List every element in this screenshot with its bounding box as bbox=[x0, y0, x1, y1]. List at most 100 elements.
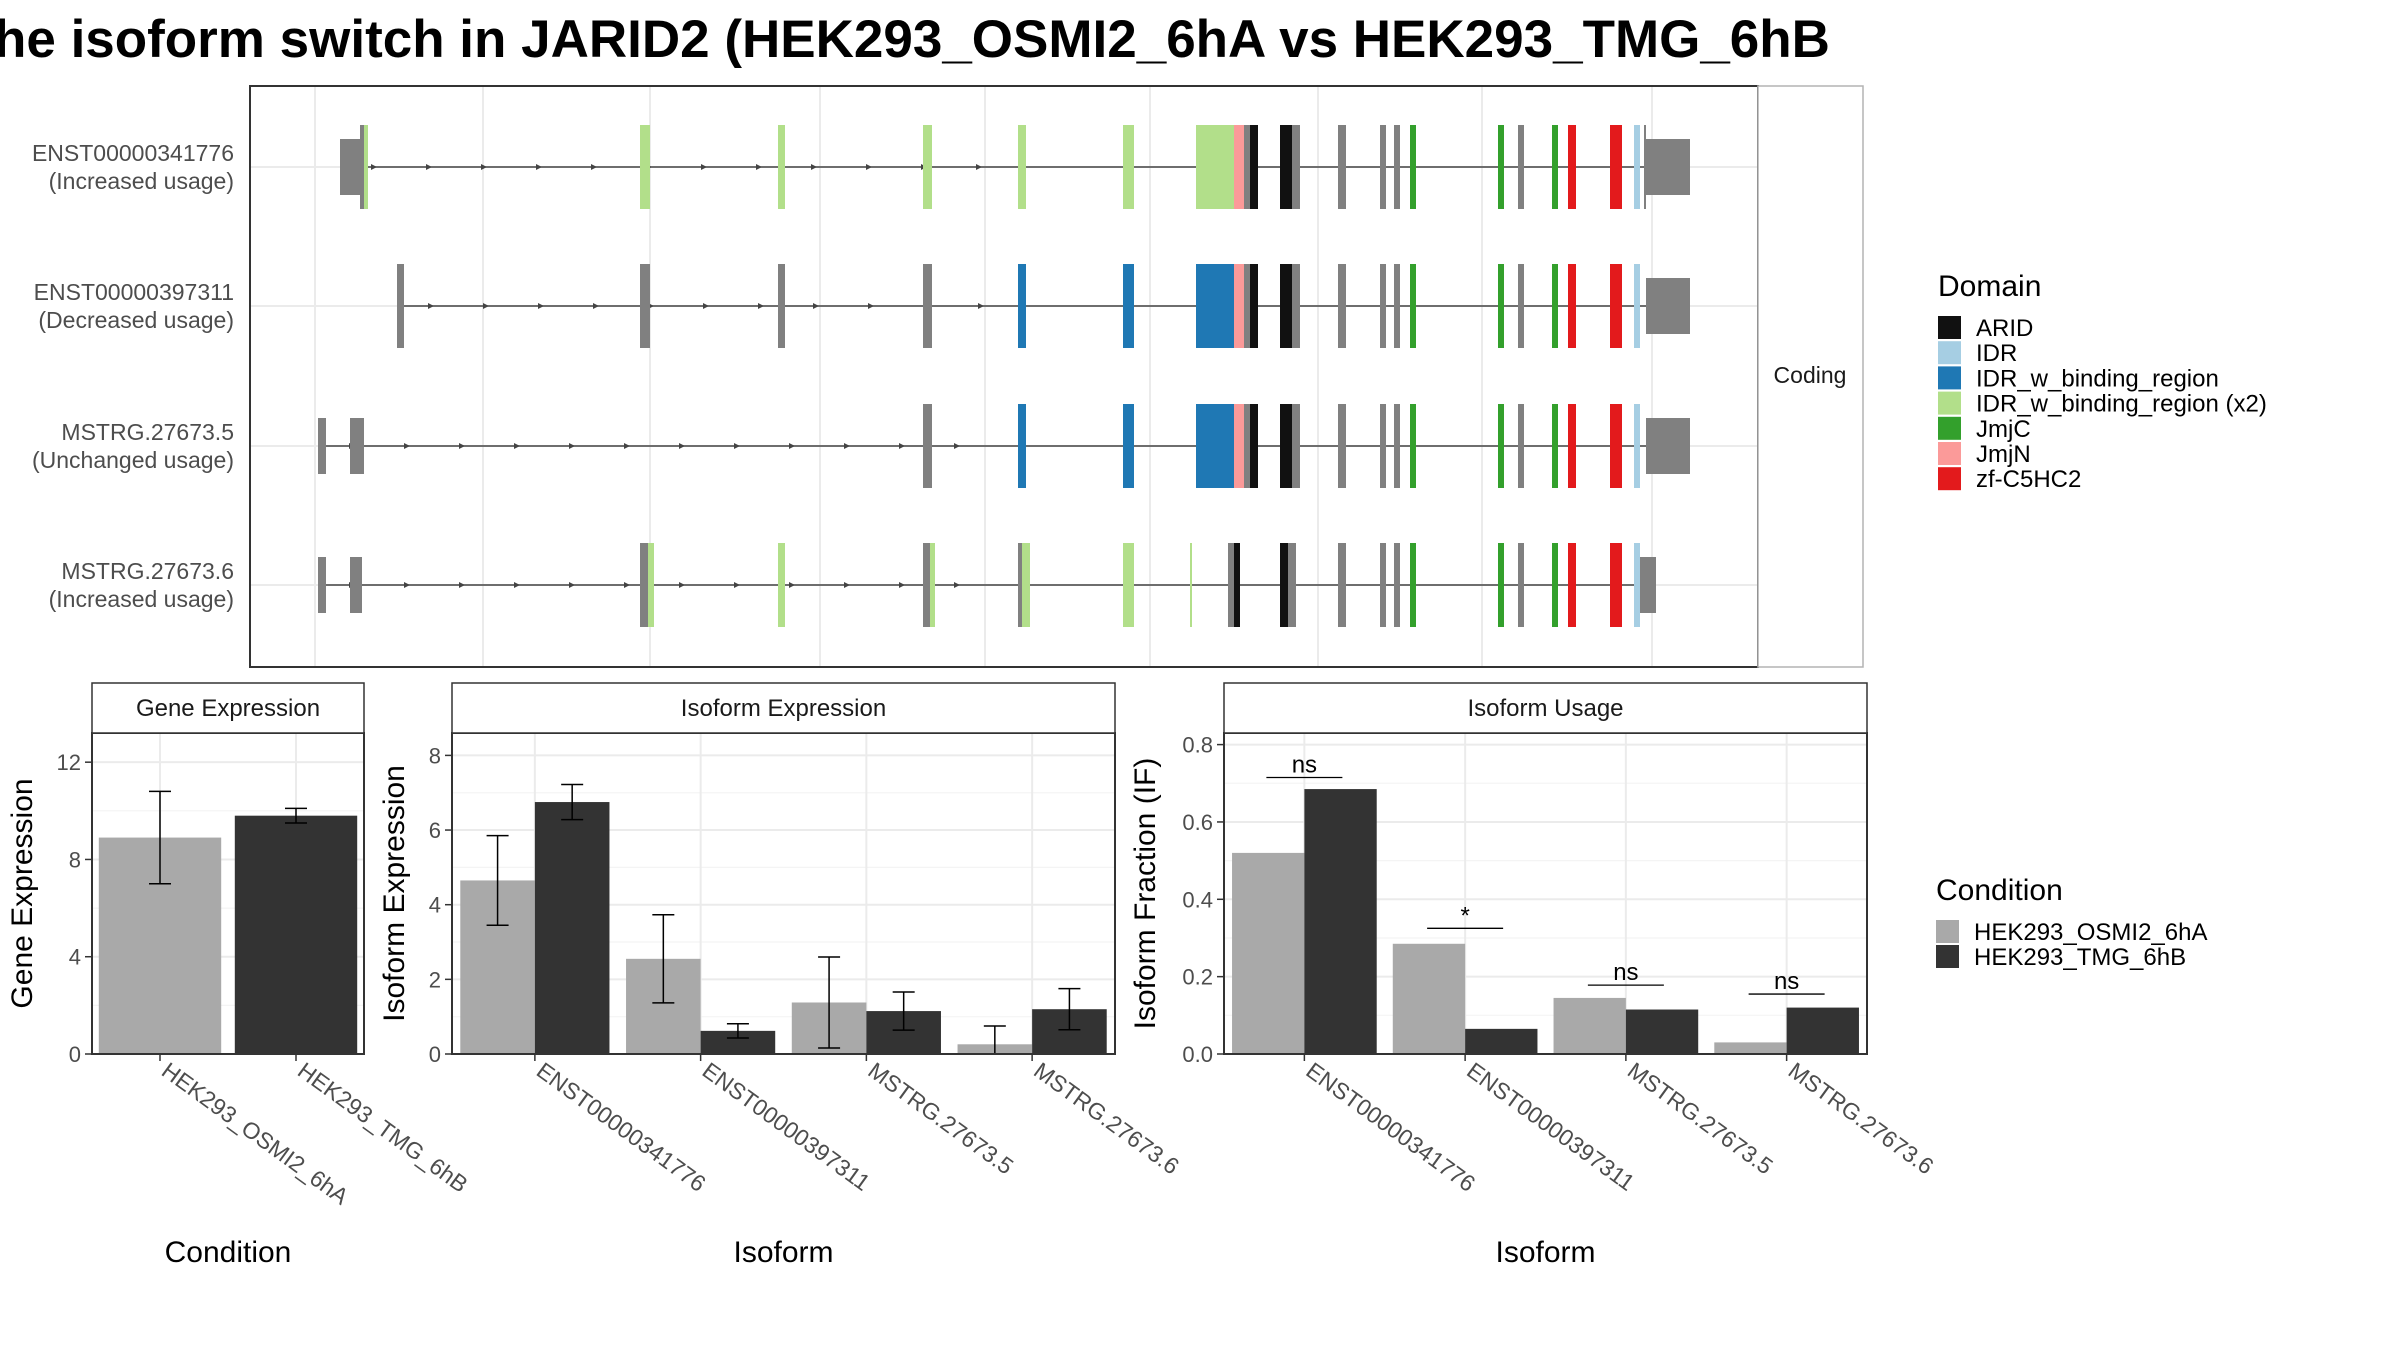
coding-exon bbox=[1196, 264, 1234, 348]
bar bbox=[234, 815, 358, 1054]
domain-legend-label: IDR_w_binding_region bbox=[1976, 365, 2219, 392]
coding-exon bbox=[1234, 264, 1244, 348]
coding-exon bbox=[1292, 125, 1300, 209]
y-tick-label: 8 bbox=[429, 743, 441, 768]
coding-exon bbox=[1228, 543, 1234, 627]
coding-exon bbox=[1018, 264, 1026, 348]
utr-exon bbox=[1644, 125, 1646, 209]
isoform-id-label: ENST00000341776 bbox=[32, 140, 234, 166]
coding-exon bbox=[1394, 404, 1400, 488]
y-tick-label: 0.2 bbox=[1182, 965, 1213, 990]
coding-exon bbox=[1410, 543, 1416, 627]
y-tick-label: 0 bbox=[429, 1042, 441, 1067]
coding-exon bbox=[1280, 264, 1292, 348]
utr-exon bbox=[350, 557, 362, 613]
intron-arrow bbox=[976, 164, 982, 170]
coding-exon bbox=[1498, 543, 1504, 627]
condition-legend-key bbox=[1936, 945, 1959, 968]
utr-exon bbox=[360, 125, 364, 209]
x-tick-label: ENST00000341776 bbox=[532, 1057, 711, 1197]
coding-exon bbox=[1518, 125, 1524, 209]
coding-exon bbox=[640, 543, 648, 627]
coding-exon bbox=[1018, 125, 1026, 209]
domain-legend-key bbox=[1938, 316, 1961, 339]
domain-legend-key bbox=[1938, 442, 1961, 465]
isoform-usage-label: (Unchanged usage) bbox=[32, 447, 234, 473]
coding-exon bbox=[1380, 125, 1386, 209]
x-tick-label: MSTRG.27673.5 bbox=[863, 1057, 1018, 1179]
coding-exon bbox=[1498, 264, 1504, 348]
intron-arrow bbox=[514, 443, 520, 449]
coding-strip-label: Coding bbox=[1774, 362, 1847, 388]
y-tick-label: 4 bbox=[429, 893, 441, 918]
coding-exon bbox=[1410, 404, 1416, 488]
coding-exon bbox=[1552, 125, 1558, 209]
condition-legend-label: HEK293_OSMI2_6hA bbox=[1974, 919, 2207, 946]
coding-exon bbox=[1552, 264, 1558, 348]
coding-exon bbox=[1292, 264, 1300, 348]
coding-exon bbox=[923, 543, 930, 627]
bar bbox=[1304, 789, 1377, 1054]
coding-exon bbox=[1288, 543, 1296, 627]
isoform-id-label: MSTRG.27673.5 bbox=[61, 419, 234, 445]
coding-exon bbox=[1280, 543, 1288, 627]
domain-legend-key bbox=[1938, 366, 1961, 390]
coding-exon bbox=[1234, 543, 1240, 627]
coding-exon bbox=[1022, 543, 1030, 627]
x-tick-label: MSTRG.27673.5 bbox=[1623, 1057, 1778, 1179]
intron-arrow bbox=[844, 443, 850, 449]
intron-arrow bbox=[866, 164, 872, 170]
y-tick-label: 0.8 bbox=[1182, 733, 1213, 758]
coding-exon bbox=[1518, 543, 1524, 627]
coding-exon bbox=[1394, 543, 1400, 627]
x-tick-label: ENST00000397311 bbox=[698, 1057, 875, 1196]
x-axis-title: Isoform bbox=[1495, 1236, 1595, 1269]
coding-exon bbox=[1610, 264, 1622, 348]
bar bbox=[1465, 1028, 1538, 1054]
coding-exon bbox=[1250, 404, 1258, 488]
coding-exon bbox=[1634, 404, 1640, 488]
coding-exon bbox=[1338, 543, 1346, 627]
x-axis-title: Isoform bbox=[733, 1236, 833, 1269]
bar bbox=[1714, 1042, 1787, 1054]
domain-legend-label: JmjN bbox=[1976, 441, 2031, 468]
y-axis-title: Gene Expression bbox=[6, 778, 39, 1008]
isoform-id-label: MSTRG.27673.6 bbox=[61, 558, 234, 584]
utr-exon bbox=[318, 557, 326, 613]
intron-arrow bbox=[679, 582, 685, 588]
x-tick-label: ENST00000397311 bbox=[1462, 1057, 1639, 1196]
utr-exon bbox=[318, 418, 326, 474]
coding-exon bbox=[1234, 125, 1244, 209]
coding-exon bbox=[640, 264, 650, 348]
utr-exon bbox=[1646, 418, 1690, 474]
condition-legend-title: Condition bbox=[1936, 874, 2063, 907]
y-tick-label: 2 bbox=[429, 967, 441, 992]
coding-exon bbox=[1244, 125, 1250, 209]
intron-arrow bbox=[868, 303, 874, 309]
significance-label: ns bbox=[1774, 968, 1799, 995]
intron-arrow bbox=[811, 164, 817, 170]
y-tick-label: 0 bbox=[69, 1042, 81, 1067]
coding-exon bbox=[1338, 264, 1346, 348]
coding-strip bbox=[1757, 85, 1864, 668]
coding-exon bbox=[1338, 125, 1346, 209]
condition-legend-key bbox=[1936, 920, 1959, 943]
isoform-id-label: ENST00000397311 bbox=[34, 279, 234, 305]
coding-exon bbox=[1610, 543, 1622, 627]
coding-exon bbox=[1610, 125, 1622, 209]
intron-arrow bbox=[679, 443, 685, 449]
intron-arrow bbox=[591, 164, 597, 170]
intron-arrow bbox=[844, 582, 850, 588]
intron-arrow bbox=[426, 164, 432, 170]
domain-legend-label: ARID bbox=[1976, 315, 2033, 342]
intron-arrow bbox=[538, 303, 544, 309]
utr-exon bbox=[1646, 139, 1690, 195]
bar bbox=[1392, 943, 1466, 1054]
coding-exon bbox=[923, 264, 932, 348]
y-tick-label: 8 bbox=[69, 847, 81, 872]
coding-exon bbox=[1018, 543, 1022, 627]
intron-arrow bbox=[703, 303, 709, 309]
coding-exon bbox=[1634, 543, 1640, 627]
utr-exon bbox=[397, 264, 404, 348]
significance-label: ns bbox=[1292, 751, 1317, 778]
